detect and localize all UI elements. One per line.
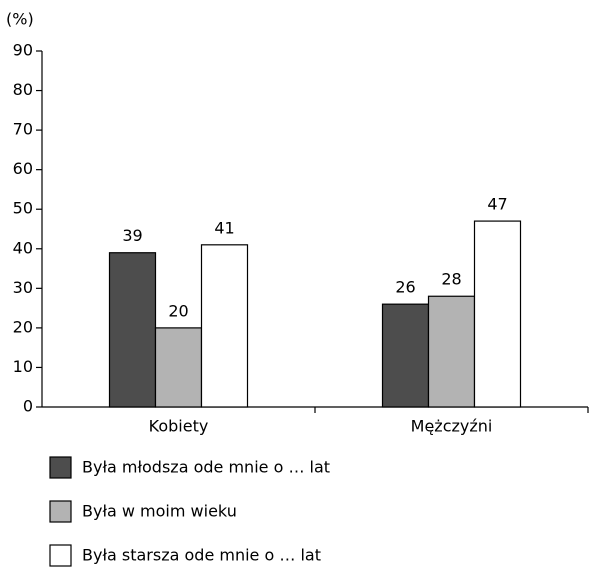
bar: [108, 252, 157, 408]
data-label: 41: [214, 218, 234, 237]
legend-label: Była młodsza ode mnie o … lat: [82, 458, 330, 477]
y-tick-label: 70: [13, 120, 33, 139]
data-label: 26: [395, 278, 415, 297]
data-label: 39: [122, 226, 142, 245]
y-axis-label: (%): [6, 10, 34, 29]
bar: [427, 295, 476, 408]
y-tick-label: 40: [13, 238, 33, 257]
y-tick-label: 10: [13, 357, 33, 376]
y-tick-label: 80: [13, 80, 33, 99]
y-tick-label: 20: [13, 317, 33, 336]
legend-swatch: [49, 500, 72, 523]
data-label: 20: [168, 301, 188, 320]
y-tick-label: 50: [13, 199, 33, 218]
bar: [473, 220, 522, 408]
x-tick-label: Mężczyźni: [411, 417, 493, 436]
y-tick-label: 90: [13, 41, 33, 60]
bar: [381, 303, 430, 408]
bar: [154, 327, 203, 408]
data-label: 28: [441, 270, 461, 289]
legend-swatch: [49, 456, 72, 479]
x-tick-label: Kobiety: [149, 417, 209, 436]
data-label: 47: [487, 195, 507, 214]
legend-swatch: [49, 544, 72, 567]
y-tick-label: 0: [23, 397, 33, 416]
y-tick-label: 60: [13, 159, 33, 178]
legend-label: Była starsza ode mnie o … lat: [82, 546, 321, 565]
legend-label: Była w moim wieku: [82, 502, 237, 521]
bar: [200, 244, 249, 408]
y-tick-label: 30: [13, 278, 33, 297]
